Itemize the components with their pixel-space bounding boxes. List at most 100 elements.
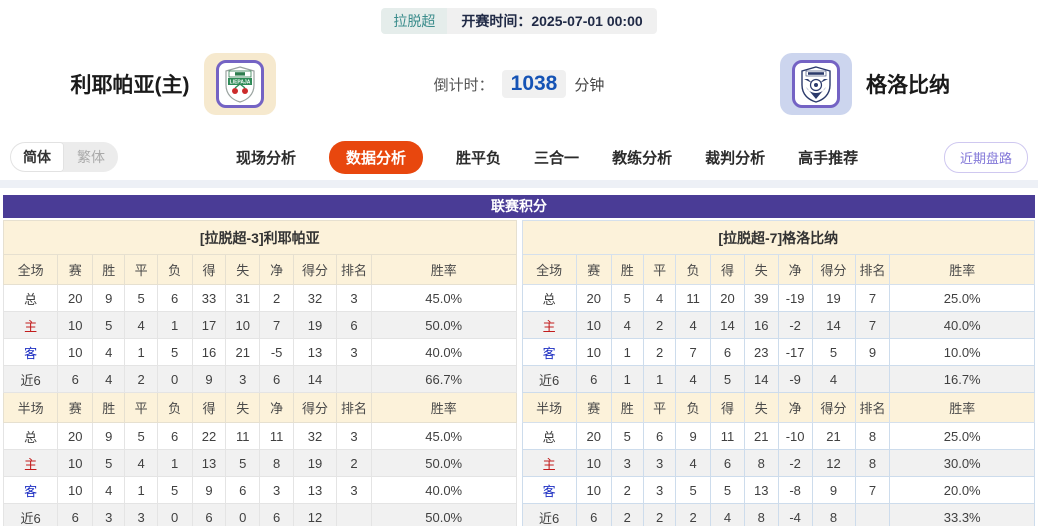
stats-row: 近6 6 3 3 0 6 0 6 12 50.0% xyxy=(2,503,517,526)
stat-cell: 12 xyxy=(292,503,338,526)
stat-cell: 21 xyxy=(811,422,856,450)
nav-tabs: 现场分析 数据分析 胜平负 三合一 教练分析 裁判分析 高手推荐 xyxy=(236,140,859,174)
column-header-row: 全场赛胜平负得失净得分 排名 胜率 xyxy=(2,254,517,285)
column-header-row: 半场赛胜平负得失净得分 排名 胜率 xyxy=(2,392,517,423)
home-team-logo[interactable]: LIEPAJA xyxy=(203,53,276,115)
lang-traditional-button[interactable]: 繁体 xyxy=(77,149,105,165)
stat-cell: 4 xyxy=(642,284,677,312)
column-header: 得 xyxy=(191,392,227,423)
stats-row: 主 10 5 4 1 17 10 7 19 6 50.0% xyxy=(2,311,517,339)
language-toggle: 简体 繁体 xyxy=(10,142,118,172)
stat-cell: 33 xyxy=(191,284,227,312)
stat-cell: 5 xyxy=(92,449,126,477)
column-header: 得分 xyxy=(292,254,338,285)
stat-cell: 5 xyxy=(710,476,745,504)
column-header: 平 xyxy=(124,254,158,285)
stat-cell: 2 xyxy=(124,365,158,393)
stat-cell: 10.0% xyxy=(889,338,1035,366)
stat-cell: 6 xyxy=(710,338,745,366)
nav-tab[interactable]: 裁判分析 xyxy=(705,149,766,167)
stats-row: 客 10 4 1 5 9 6 3 13 3 40.0% xyxy=(2,476,517,504)
stat-cell: 14 xyxy=(743,365,779,393)
stat-cell: 8 xyxy=(743,503,779,526)
stat-cell: 25.0% xyxy=(889,422,1035,450)
match-badge: 拉脱超 开赛时间：2025-07-01 00:00 xyxy=(381,8,657,34)
stat-cell: -10 xyxy=(777,422,813,450)
column-header: 排名 xyxy=(854,392,891,423)
row-label: 总 xyxy=(2,284,59,312)
stats-row: 总 20 9 5 6 33 31 2 32 3 45.0% xyxy=(2,284,517,312)
nav-tab[interactable]: 三合一 xyxy=(534,149,580,167)
column-header: 负 xyxy=(156,392,193,423)
nav-tab[interactable]: 胜平负 xyxy=(456,149,502,167)
stat-cell: 10 xyxy=(575,338,612,366)
stat-cell: 3 xyxy=(336,476,372,504)
column-header: 得 xyxy=(710,392,745,423)
stat-cell: 10 xyxy=(225,311,261,339)
nav-tab[interactable]: 数据分析 xyxy=(329,140,424,174)
stats-row: 客 10 1 2 7 6 23 -17 5 9 10.0% xyxy=(521,338,1035,366)
stats-row: 总 20 5 4 11 20 39 -19 19 7 25.0% xyxy=(521,284,1035,312)
stat-cell: 2 xyxy=(642,503,677,526)
nav-tab[interactable]: 现场分析 xyxy=(236,149,297,167)
stat-cell: 12 xyxy=(811,449,856,477)
away-team-logo[interactable] xyxy=(780,53,852,115)
countdown-label: 倒计时： xyxy=(433,76,494,94)
column-header: 失 xyxy=(225,254,261,285)
stat-cell: 19 xyxy=(292,311,338,339)
stat-cell: 3 xyxy=(336,338,372,366)
stat-cell: 1 xyxy=(124,338,158,366)
stat-cell: 8 xyxy=(811,503,856,526)
nav-tab[interactable]: 高手推荐 xyxy=(798,149,859,167)
stat-cell: 7 xyxy=(854,284,891,312)
stat-cell: 17 xyxy=(191,311,227,339)
column-header: 失 xyxy=(743,254,779,285)
home-table-header: [拉脱超-3]利耶帕亚 xyxy=(3,220,517,254)
stat-cell: 10 xyxy=(57,338,94,366)
stat-cell: 5 xyxy=(156,476,193,504)
stat-cell: 0 xyxy=(156,503,193,526)
stat-cell: 9 xyxy=(191,476,227,504)
row-label: 近6 xyxy=(2,365,59,393)
stats-row: 近6 6 4 2 0 9 3 6 14 66.7% xyxy=(2,365,517,393)
lang-simplified-button[interactable]: 简体 xyxy=(10,142,64,172)
stat-cell: 10 xyxy=(575,311,612,339)
stat-cell: 4 xyxy=(675,365,712,393)
stat-cell: 6 xyxy=(156,422,193,450)
stat-cell: -19 xyxy=(777,284,813,312)
countdown-value: 1038 xyxy=(501,70,567,98)
stat-cell: 20 xyxy=(575,284,612,312)
svg-text:LIEPAJA: LIEPAJA xyxy=(229,79,250,85)
column-header: 平 xyxy=(642,254,677,285)
stat-cell: 30.0% xyxy=(889,449,1035,477)
stat-cell: 6 xyxy=(57,503,94,526)
stat-cell: 14 xyxy=(811,311,856,339)
stat-cell: 19 xyxy=(811,284,856,312)
stat-cell: 11 xyxy=(259,422,294,450)
stat-cell: -2 xyxy=(777,449,813,477)
stat-cell: 11 xyxy=(225,422,261,450)
stat-cell: 32 xyxy=(292,284,338,312)
stat-cell xyxy=(854,365,891,393)
stat-cell: 11 xyxy=(675,284,712,312)
stat-cell: 6 xyxy=(57,365,94,393)
recent-odds-button[interactable]: 近期盘路 xyxy=(943,141,1028,173)
stat-cell: -17 xyxy=(777,338,813,366)
stat-cell: 6 xyxy=(642,422,677,450)
column-header: 胜率 xyxy=(889,254,1035,285)
row-label: 总 xyxy=(521,284,577,312)
column-header: 负 xyxy=(675,254,712,285)
column-header-row: 半场赛胜平负得失净得分 排名 胜率 xyxy=(521,392,1035,423)
column-header: 排名 xyxy=(336,392,372,423)
stat-cell: 2 xyxy=(336,449,372,477)
nav-bar: 简体 繁体 现场分析 数据分析 胜平负 三合一 教练分析 裁判分析 高手推荐 近期盘路 xyxy=(0,138,1038,176)
stat-cell: 9 xyxy=(191,365,227,393)
stat-cell: 4 xyxy=(675,449,712,477)
nav-tab[interactable]: 教练分析 xyxy=(612,149,673,167)
stat-cell: 2 xyxy=(642,338,677,366)
stat-cell: 6 xyxy=(156,284,193,312)
stat-cell: 5 xyxy=(156,338,193,366)
stat-cell: 9 xyxy=(811,476,856,504)
stat-cell: 20 xyxy=(575,422,612,450)
stat-cell: 40.0% xyxy=(889,311,1035,339)
